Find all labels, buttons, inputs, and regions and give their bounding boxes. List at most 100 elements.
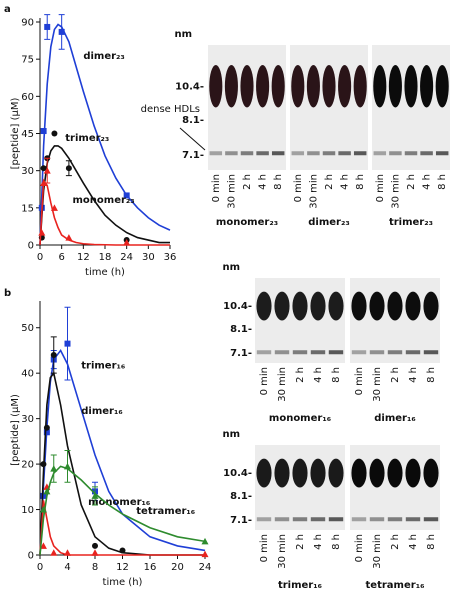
series-label: monomer₁₆: [88, 497, 150, 508]
lane-label: 2 h: [406, 174, 417, 190]
size-marker: 10.4-: [223, 301, 252, 312]
gel-band: [292, 350, 308, 355]
y-tick-label: 10: [21, 505, 34, 516]
point: [64, 549, 71, 556]
gel-band: [328, 517, 344, 522]
lane-label: 0 min: [211, 174, 222, 202]
gel-band: [256, 350, 272, 355]
point: [44, 23, 51, 30]
point: [50, 204, 58, 211]
x-tick-label: 20: [171, 562, 184, 573]
point: [58, 28, 65, 35]
gel-band: [387, 291, 403, 321]
point: [64, 340, 71, 347]
size-marker: 8.1-: [182, 115, 204, 126]
lane-label: 30 min: [226, 174, 237, 209]
annotation: dense HDLs: [141, 104, 200, 115]
x-tick-label: 0: [37, 562, 43, 573]
gel-band: [369, 350, 385, 355]
lane-label: 30 min: [308, 174, 319, 209]
point: [92, 542, 98, 549]
blot-label: dimer₁₆: [374, 413, 415, 424]
point: [65, 165, 72, 172]
gel-band: [389, 151, 402, 156]
gel-band: [423, 350, 439, 355]
gel-band: [274, 458, 290, 488]
series-label: trimer₂₃: [65, 133, 109, 144]
size-marker: 8.1-: [230, 324, 252, 335]
gel-band: [387, 458, 403, 488]
point: [39, 542, 47, 549]
lane-label: 8 h: [331, 534, 342, 550]
gel-band: [373, 65, 387, 108]
point: [40, 165, 47, 172]
gel-band: [256, 65, 270, 108]
y-tick-label: 30: [21, 166, 34, 177]
gel-band: [435, 65, 449, 108]
x-axis-label: time (h): [103, 577, 143, 588]
gel-band: [405, 291, 421, 321]
gel-band: [306, 65, 320, 108]
point: [40, 128, 47, 135]
size-marker: 10.4-: [175, 81, 204, 92]
lane-label: 8 h: [426, 534, 437, 550]
gel-band: [310, 517, 326, 522]
lane-label: 30 min: [277, 534, 288, 569]
gel-band: [240, 151, 254, 156]
lane-label: 4 h: [422, 174, 433, 190]
x-tick-label: 16: [144, 562, 157, 573]
unit-label: nm: [222, 429, 240, 440]
point: [201, 537, 209, 545]
gel-band: [310, 291, 326, 321]
y-tick-label: 75: [21, 55, 34, 66]
y-tick-label: 0: [28, 551, 34, 562]
gel-band: [322, 151, 336, 156]
point: [123, 239, 131, 246]
gel-band: [310, 350, 326, 355]
fit-curve: [39, 23, 171, 246]
x-tick-label: 24: [199, 562, 212, 573]
lane-label: 30 min: [372, 367, 383, 402]
point: [91, 492, 99, 499]
x-tick-label: 8: [92, 562, 98, 573]
lane-label: 2 h: [324, 174, 335, 190]
gel-band: [405, 458, 421, 488]
fit-curve: [39, 500, 205, 556]
lane-label: 30 min: [277, 367, 288, 402]
lane-label: 0 min: [293, 174, 304, 202]
gel-band: [225, 151, 238, 156]
point: [39, 506, 47, 513]
unit-label: nm: [222, 262, 240, 273]
x-tick-label: 12: [116, 562, 129, 573]
gel-band: [351, 291, 367, 321]
gel-band: [388, 65, 402, 108]
point: [123, 192, 130, 199]
gel-band: [292, 458, 308, 488]
size-marker: 7.1-: [230, 515, 252, 526]
gel-band: [338, 65, 352, 108]
gel-band: [274, 517, 290, 522]
gel-band: [423, 517, 439, 522]
gel-band: [420, 65, 434, 108]
point: [43, 487, 51, 495]
gel-band: [256, 458, 272, 488]
lane-label: 8 h: [437, 174, 448, 190]
panel-label: b: [4, 288, 11, 299]
point: [50, 549, 58, 556]
size-marker: 7.1-: [182, 150, 204, 161]
gel-band: [271, 151, 285, 156]
panel-label: a: [4, 4, 11, 15]
point: [201, 550, 209, 558]
gel-band: [351, 517, 367, 522]
y-tick-label: 60: [21, 92, 34, 103]
lane-label: 2 h: [242, 174, 253, 190]
gel-band: [387, 517, 403, 522]
point: [43, 167, 51, 174]
lane-label: 8 h: [426, 367, 437, 383]
lane-label: 0 min: [375, 174, 386, 202]
gel-band: [351, 458, 367, 488]
gel-band: [423, 458, 439, 488]
gel-band: [274, 350, 290, 355]
gel-band: [274, 291, 290, 321]
y-axis-label: [peptide] (μM): [10, 97, 21, 169]
